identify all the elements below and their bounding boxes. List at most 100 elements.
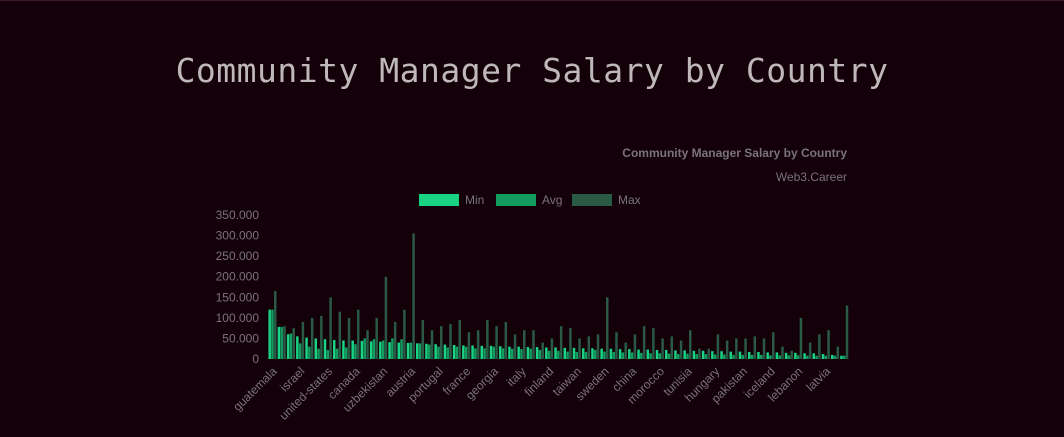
bar-max[interactable] (790, 350, 793, 359)
bar-avg[interactable] (547, 350, 551, 359)
bar-min[interactable] (581, 348, 585, 359)
bar-max[interactable] (430, 330, 434, 359)
bar-max[interactable] (716, 334, 720, 359)
bar-avg[interactable] (538, 349, 542, 359)
bar-min[interactable] (508, 346, 511, 359)
bar-max[interactable] (338, 311, 342, 359)
bar-avg[interactable] (686, 353, 689, 359)
bar-max[interactable] (513, 334, 517, 359)
bar-avg[interactable] (492, 346, 496, 359)
bar-max[interactable] (504, 321, 508, 359)
bar-min[interactable] (517, 346, 520, 359)
bar-min[interactable] (397, 342, 401, 359)
bar-max[interactable] (532, 330, 535, 359)
bar-max[interactable] (384, 276, 388, 359)
bar-avg[interactable] (603, 351, 606, 359)
bar-avg[interactable] (289, 333, 293, 359)
bar-avg[interactable] (298, 343, 302, 359)
bar-min[interactable] (462, 345, 465, 359)
bar-avg[interactable] (815, 355, 818, 359)
bar-avg[interactable] (759, 354, 763, 359)
bar-min[interactable] (747, 352, 751, 359)
bar-avg[interactable] (769, 355, 772, 359)
bar-max[interactable] (606, 297, 609, 359)
bar-max[interactable] (467, 332, 471, 359)
bar-max[interactable] (403, 309, 406, 359)
bar-min[interactable] (471, 345, 474, 359)
bar-max[interactable] (569, 328, 572, 359)
bar-avg[interactable] (501, 348, 505, 359)
bar-min[interactable] (766, 352, 769, 359)
bar-max[interactable] (689, 330, 692, 359)
bar-max[interactable] (412, 233, 415, 359)
bar-max[interactable] (357, 309, 360, 359)
bar-min[interactable] (305, 337, 308, 359)
bar-avg[interactable] (704, 354, 708, 359)
bar-avg[interactable] (317, 348, 320, 359)
bar-min[interactable] (563, 347, 567, 359)
bar-avg[interactable] (842, 355, 846, 359)
bar-avg[interactable] (427, 344, 431, 359)
bar-avg[interactable] (566, 351, 569, 359)
legend-label-max[interactable]: Max (618, 193, 641, 207)
bar-max[interactable] (421, 319, 425, 359)
bar-min[interactable] (812, 353, 816, 359)
bar-min[interactable] (591, 348, 594, 359)
bar-min[interactable] (480, 345, 484, 359)
bar-avg[interactable] (584, 352, 588, 359)
bar-avg[interactable] (381, 340, 385, 359)
bar-avg[interactable] (621, 352, 625, 359)
bar-max[interactable] (541, 342, 544, 359)
bar-avg[interactable] (409, 342, 413, 359)
bar-min[interactable] (683, 350, 686, 359)
bar-max[interactable] (458, 319, 461, 359)
bar-min[interactable] (711, 351, 714, 359)
bar-min[interactable] (701, 350, 705, 359)
bar-max[interactable] (661, 338, 664, 359)
bar-max[interactable] (476, 330, 480, 359)
bar-min[interactable] (296, 336, 299, 359)
bar-avg[interactable] (824, 355, 828, 359)
bar-min[interactable] (369, 341, 373, 359)
bar-min[interactable] (572, 347, 576, 359)
bar-min[interactable] (342, 340, 345, 359)
bar-max[interactable] (375, 317, 378, 359)
bar-max[interactable] (449, 324, 452, 359)
bar-min[interactable] (443, 344, 447, 359)
bar-min[interactable] (628, 349, 631, 359)
bar-min[interactable] (379, 341, 382, 359)
bar-max[interactable] (523, 330, 526, 359)
bar-avg[interactable] (676, 354, 680, 359)
bar-avg[interactable] (372, 339, 376, 359)
bar-avg[interactable] (732, 354, 735, 359)
bar-min[interactable] (425, 343, 428, 359)
legend-swatch-avg[interactable] (496, 194, 536, 206)
bar-avg[interactable] (649, 353, 652, 359)
bar-min[interactable] (498, 346, 502, 359)
bar-max[interactable] (725, 340, 729, 359)
bar-min[interactable] (655, 349, 659, 359)
bar-avg[interactable] (806, 355, 809, 359)
bar-min[interactable] (692, 350, 696, 359)
bar-avg[interactable] (713, 354, 717, 359)
bar-avg[interactable] (455, 346, 459, 359)
bar-min[interactable] (277, 326, 281, 359)
bar-max[interactable] (753, 336, 757, 359)
bar-avg[interactable] (529, 348, 532, 359)
bar-min[interactable] (545, 347, 548, 359)
bar-min[interactable] (664, 349, 668, 359)
bar-max[interactable] (836, 346, 840, 359)
bar-max[interactable] (329, 297, 332, 359)
bar-min[interactable] (821, 354, 825, 359)
bar-avg[interactable] (575, 352, 579, 359)
bar-avg[interactable] (796, 355, 800, 359)
bar-min[interactable] (609, 348, 613, 359)
bar-min[interactable] (600, 348, 603, 359)
bar-min[interactable] (323, 339, 327, 359)
bar-avg[interactable] (658, 353, 662, 359)
bar-max[interactable] (550, 338, 554, 359)
bar-avg[interactable] (400, 339, 403, 359)
bar-avg[interactable] (391, 338, 394, 359)
bar-min[interactable] (535, 347, 539, 359)
bar-avg[interactable] (363, 338, 366, 359)
